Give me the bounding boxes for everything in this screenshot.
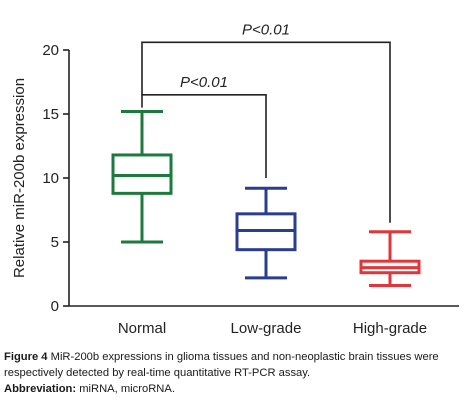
figure-text: MiR-200b expressions in glioma tissues a… [4, 351, 439, 379]
y-tick-label: 10 [42, 170, 59, 187]
bracket-line [141, 41, 391, 223]
boxes [111, 109, 421, 288]
box-high-grade [359, 230, 421, 288]
y-tick-label: 20 [42, 42, 59, 59]
box-normal [111, 109, 173, 244]
p-value-label: P<0.01 [180, 74, 228, 91]
axes: 0 5 10 15 20 Normal Low-grade High-grade [42, 42, 459, 337]
p-value-label: P<0.01 [242, 21, 290, 38]
x-tick-label: Low-grade [231, 320, 302, 337]
y-axis-label: Relative miR-200b expression [11, 78, 28, 278]
y-tick-label: 5 [51, 234, 59, 251]
abbreviation-label: Abbreviation: [4, 383, 77, 395]
y-tick-label: 15 [42, 106, 59, 123]
box-low-grade [235, 186, 297, 280]
bracket-line [141, 94, 267, 178]
box-plot-chart: Relative miR-200b expression 0 5 10 15 20 Nor… [11, 21, 459, 337]
significance-bracket: P<0.01 [141, 74, 267, 178]
figure-caption: Figure 4 MiR-200b expressions in glioma … [4, 349, 468, 397]
x-tick-label: Normal [118, 320, 166, 337]
significance-annotations: P<0.01 P<0.01 [141, 21, 391, 223]
x-tick-label: High-grade [353, 320, 427, 337]
y-tick-label: 0 [51, 298, 59, 315]
figure-label: Figure 4 [4, 351, 48, 363]
abbreviation-text: miRNA, microRNA. [76, 383, 175, 395]
significance-bracket: P<0.01 [141, 21, 391, 223]
